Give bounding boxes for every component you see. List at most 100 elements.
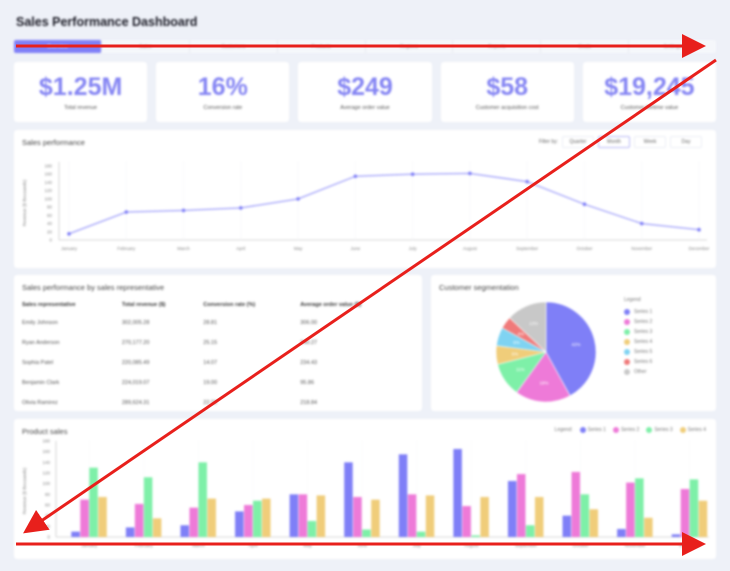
data-point[interactable] xyxy=(468,171,472,176)
bar[interactable] xyxy=(98,497,107,537)
legend-swatch-icon xyxy=(624,329,630,335)
data-point[interactable] xyxy=(639,221,644,226)
bar[interactable] xyxy=(180,525,189,537)
legend-label: Series 3 xyxy=(634,329,653,335)
tab-customers[interactable]: Customers xyxy=(190,40,278,53)
bar[interactable] xyxy=(480,497,489,537)
total-revenue: 220,085.49 xyxy=(121,360,150,366)
tab-settings[interactable]: Settings xyxy=(663,43,682,50)
legend-title: Legend xyxy=(624,297,641,303)
bar[interactable] xyxy=(471,535,480,537)
column-header[interactable]: Total revenue ($) xyxy=(121,302,166,308)
y-tick: 80 xyxy=(47,205,53,210)
bar[interactable] xyxy=(680,489,690,537)
bar[interactable] xyxy=(371,499,380,537)
conversion-rate: 19.00 xyxy=(203,380,218,386)
data-point[interactable] xyxy=(697,227,701,232)
legend-item[interactable]: Series 2 xyxy=(624,317,652,327)
data-point[interactable] xyxy=(582,202,587,207)
data-point[interactable] xyxy=(525,179,529,184)
bar[interactable] xyxy=(398,454,408,537)
bar[interactable] xyxy=(198,462,207,537)
rep-name: Ryan Anderson xyxy=(22,340,60,346)
bar[interactable] xyxy=(316,495,326,537)
bar[interactable] xyxy=(344,462,353,537)
bar[interactable] xyxy=(425,495,435,537)
column-header[interactable]: Conversion rate (%) xyxy=(203,302,256,308)
bar[interactable] xyxy=(262,498,271,537)
bar[interactable] xyxy=(189,507,198,537)
bar[interactable] xyxy=(689,479,699,537)
table-header-row: Sales representative Total revenue ($) C… xyxy=(22,297,414,313)
card-title: Sales performance by sales representativ… xyxy=(22,283,165,292)
kpi-value: 16% xyxy=(197,73,248,101)
bar[interactable] xyxy=(571,471,581,537)
bar[interactable] xyxy=(507,481,517,537)
bar[interactable] xyxy=(589,509,599,537)
bar[interactable] xyxy=(89,467,98,537)
column-header[interactable]: Average order value ($) xyxy=(300,302,362,308)
data-point[interactable] xyxy=(410,172,415,177)
bar[interactable] xyxy=(71,531,80,537)
data-point[interactable] xyxy=(239,206,243,210)
data-point[interactable] xyxy=(353,174,358,179)
tab-overview[interactable]: Overview xyxy=(14,40,102,53)
bar[interactable] xyxy=(626,482,635,537)
bar[interactable] xyxy=(362,529,371,537)
data-point[interactable] xyxy=(296,197,300,201)
kpi-row: $1.25M Total revenue 16% Conversion rate… xyxy=(14,62,717,122)
bar[interactable] xyxy=(235,511,244,537)
bar[interactable] xyxy=(207,498,216,537)
bar[interactable] xyxy=(80,499,89,537)
data-point[interactable] xyxy=(124,210,129,214)
bar[interactable] xyxy=(534,497,544,537)
bar[interactable] xyxy=(525,525,535,537)
y-tick: 20 xyxy=(45,524,51,529)
legend-item[interactable]: Series 5 xyxy=(624,347,652,357)
kpi-label: Customer acquisition cost xyxy=(475,105,539,111)
tab-regions[interactable]: Regions xyxy=(366,40,454,53)
tab-reports[interactable]: Reports xyxy=(453,40,542,53)
bar[interactable] xyxy=(416,531,426,537)
kpi-value: $19,245 xyxy=(604,73,695,101)
bar[interactable] xyxy=(244,505,253,537)
bar[interactable] xyxy=(152,518,162,537)
bar[interactable] xyxy=(516,474,526,537)
bar[interactable] xyxy=(307,521,317,537)
data-point[interactable] xyxy=(67,232,71,236)
bar[interactable] xyxy=(635,478,644,537)
bar[interactable] xyxy=(562,515,572,537)
tab-products[interactable]: Products xyxy=(278,40,366,53)
rep-name: Olivia Ramirez xyxy=(22,400,58,406)
bar[interactable] xyxy=(453,449,462,537)
legend-item[interactable]: Series 6 xyxy=(624,357,652,367)
bar[interactable] xyxy=(134,503,144,537)
bar[interactable] xyxy=(407,494,417,537)
y-tick: 100 xyxy=(44,196,52,201)
bar[interactable] xyxy=(644,517,653,537)
bar[interactable] xyxy=(353,497,362,537)
legend-item[interactable]: Series 1 xyxy=(624,307,652,317)
y-tick: 180 xyxy=(44,164,52,169)
column-header[interactable]: Sales representative xyxy=(22,302,76,308)
bar[interactable] xyxy=(462,506,471,537)
bar[interactable] xyxy=(298,494,308,537)
bar[interactable] xyxy=(671,534,681,537)
bar[interactable] xyxy=(253,500,262,537)
x-tick: September xyxy=(515,543,538,548)
bar[interactable] xyxy=(698,500,708,537)
x-tick: November xyxy=(625,543,646,548)
bar[interactable] xyxy=(125,527,135,537)
legend-item[interactable]: Other xyxy=(624,367,652,377)
bar[interactable] xyxy=(580,494,590,537)
bar[interactable] xyxy=(289,494,299,537)
bar[interactable] xyxy=(143,477,153,537)
x-tick: December xyxy=(689,246,710,251)
x-tick: June xyxy=(357,543,367,548)
bar[interactable] xyxy=(617,529,626,537)
legend-item[interactable]: Series 4 xyxy=(624,337,652,347)
tab-sales[interactable]: Sales xyxy=(102,40,190,53)
data-point[interactable] xyxy=(181,208,186,213)
tab-goals[interactable]: Goals xyxy=(541,40,630,53)
legend-item[interactable]: Series 3 xyxy=(624,327,652,337)
